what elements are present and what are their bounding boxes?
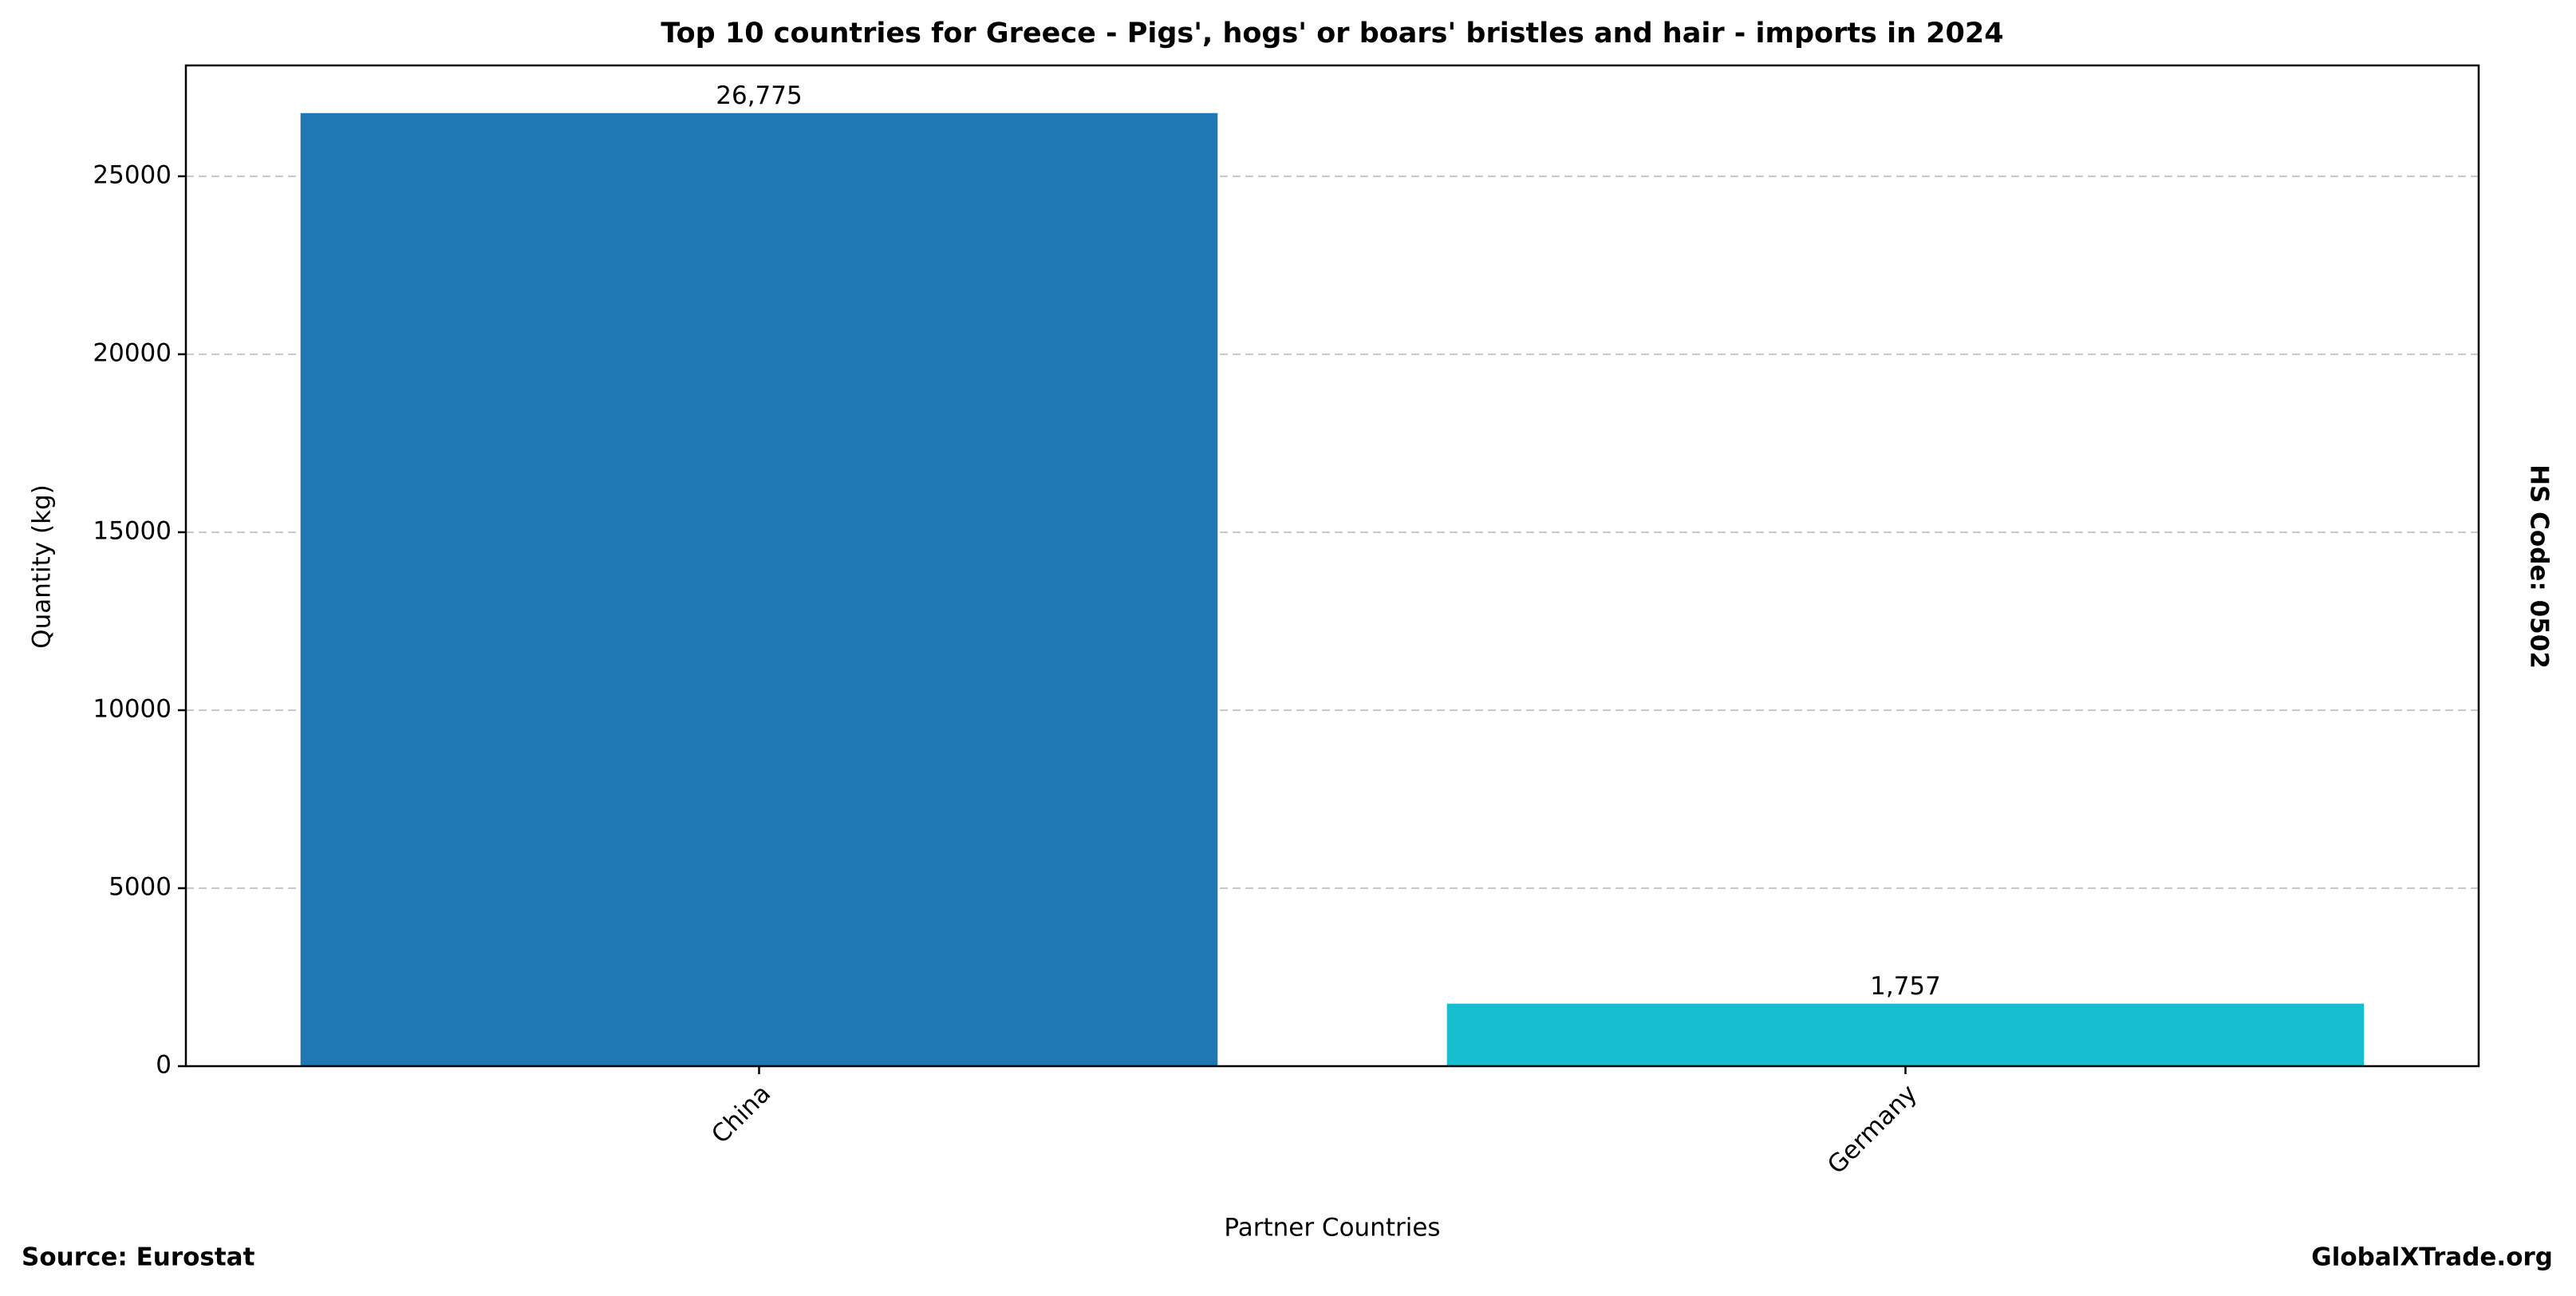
plot-frame bbox=[184, 64, 2480, 1068]
y-tick-label: 25000 bbox=[93, 160, 172, 189]
y-tick-label: 15000 bbox=[93, 516, 172, 545]
y-tick-label: 20000 bbox=[93, 338, 172, 367]
value-label: 1,757 bbox=[1870, 972, 1941, 1001]
bar bbox=[1446, 1003, 2365, 1066]
brand-label: GlobalXTrade.org bbox=[2311, 1243, 2553, 1272]
value-label: 26,775 bbox=[716, 81, 802, 110]
source-label: Source: Eurostat bbox=[22, 1243, 255, 1272]
y-tick-label: 0 bbox=[156, 1051, 172, 1080]
y-axis-label: Quantity (kg) bbox=[28, 484, 57, 649]
y-tick-label: 5000 bbox=[108, 872, 172, 901]
x-tick-label: Germany bbox=[1822, 1079, 1923, 1179]
x-axis-label: Partner Countries bbox=[1224, 1214, 1440, 1243]
chart-title: Top 10 countries for Greece - Pigs', hog… bbox=[661, 18, 2003, 49]
y-tick-label: 10000 bbox=[93, 694, 172, 723]
x-tick-label: China bbox=[706, 1079, 776, 1149]
bar bbox=[300, 113, 1218, 1067]
hs-code-label: HS Code: 0502 bbox=[2525, 464, 2554, 669]
